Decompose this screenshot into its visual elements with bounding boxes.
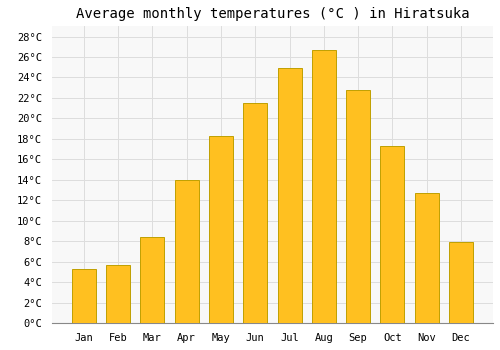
Bar — [312, 50, 336, 323]
Bar — [278, 68, 301, 323]
Bar — [174, 180, 199, 323]
Bar — [380, 146, 404, 323]
Title: Average monthly temperatures (°C ) in Hiratsuka: Average monthly temperatures (°C ) in Hi… — [76, 7, 469, 21]
Bar — [243, 103, 267, 323]
Bar — [140, 237, 164, 323]
Bar — [414, 193, 438, 323]
Bar — [209, 136, 233, 323]
Bar — [72, 269, 96, 323]
Bar — [449, 243, 473, 323]
Bar — [106, 265, 130, 323]
Bar — [346, 90, 370, 323]
